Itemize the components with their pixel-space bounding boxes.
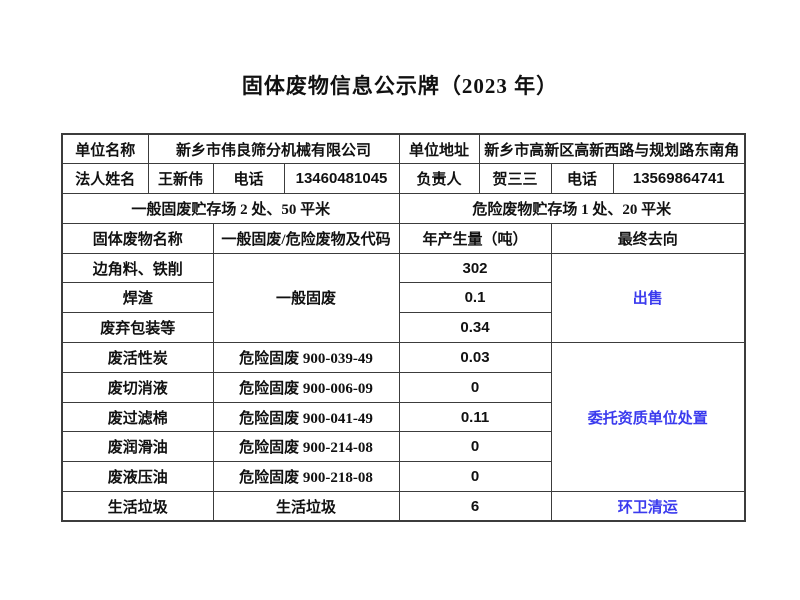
hazardous-destination-cell: 委托资质单位处置 <box>550 342 746 493</box>
unit-address-value: 新乡市高新区高新西路与规划路东南角 <box>478 133 746 165</box>
waste-code-cell: 生活垃圾 <box>212 491 400 522</box>
waste-code-cell: 危险固废 900-039-49 <box>212 342 400 373</box>
domestic-destination-cell: 环卫清运 <box>550 491 746 522</box>
waste-name-cell: 焊渣 <box>61 282 214 314</box>
header-amount: 年产生量（吨） <box>398 222 552 254</box>
general-storage-cell: 一般固废贮存场 2 处、50 平米 <box>61 193 400 224</box>
waste-code-cell: 危险固废 900-006-09 <box>212 371 400 403</box>
general-type-cell: 一般固废 <box>212 252 400 344</box>
general-destination-cell: 出售 <box>550 252 746 344</box>
waste-name-cell: 生活垃圾 <box>61 491 214 522</box>
table-row-headers: 固体废物名称 一般固废/危险废物及代码 年产生量（吨） 最终去向 <box>61 222 746 254</box>
manager-value: 贺三三 <box>478 163 552 195</box>
waste-code-cell: 危险固废 900-214-08 <box>212 431 400 463</box>
waste-amount-cell: 0.34 <box>398 312 552 344</box>
waste-amount-cell: 0 <box>398 371 552 403</box>
waste-name-cell: 废切消液 <box>61 371 214 403</box>
waste-notice-table: 单位名称 新乡市伟良筛分机械有限公司 单位地址 新乡市高新区高新西路与规划路东南… <box>61 133 747 523</box>
phone1-value: 13460481045 <box>283 163 400 195</box>
table-row-waste: 废液压油 危险固废 900-218-08 0 <box>61 461 745 493</box>
table-row-waste: 边角料、铁削 一般固废 302 出售 <box>61 252 746 344</box>
waste-amount-cell: 0.1 <box>398 282 552 314</box>
waste-amount-cell: 0.11 <box>398 401 552 433</box>
waste-name-cell: 废活性炭 <box>61 342 214 373</box>
unit-address-label: 单位地址 <box>398 133 480 165</box>
header-destination: 最终去向 <box>550 222 746 254</box>
table-row-waste: 废过滤棉 危险固废 900-041-49 0.11 <box>61 401 745 433</box>
table-row-storage: 一般固废贮存场 2 处、50 平米 危险废物贮存场 1 处、20 平米 <box>61 193 746 224</box>
waste-name-cell: 废润滑油 <box>61 431 214 463</box>
waste-amount-cell: 6 <box>398 491 552 522</box>
table-row-waste: 废活性炭 危险固废 900-039-49 0.03 委托资质单位处置 <box>61 342 746 493</box>
waste-code-cell: 危险固废 900-041-49 <box>212 401 400 433</box>
header-waste-name: 固体废物名称 <box>61 222 214 254</box>
table-row-unit: 单位名称 新乡市伟良筛分机械有限公司 单位地址 新乡市高新区高新西路与规划路东南… <box>61 133 746 165</box>
waste-name-cell: 废液压油 <box>61 461 214 493</box>
table-row-waste: 焊渣 0.1 <box>61 282 745 314</box>
legal-name-value: 王新伟 <box>147 163 214 195</box>
manager-label: 负责人 <box>398 163 480 195</box>
page-title: 固体废物信息公示牌（2023 年） <box>241 74 559 98</box>
table-row-waste: 废切消液 危险固废 900-006-09 0 <box>61 371 745 403</box>
waste-amount-cell: 302 <box>398 252 552 284</box>
phone2-value: 13569864741 <box>612 163 746 195</box>
table-row-waste: 废弃包装等 0.34 <box>61 312 745 344</box>
waste-name-cell: 废过滤棉 <box>61 401 214 433</box>
hazardous-storage-cell: 危险废物贮存场 1 处、20 平米 <box>398 193 746 224</box>
waste-amount-cell: 0.03 <box>398 342 552 373</box>
waste-name-cell: 边角料、铁削 <box>61 252 214 284</box>
waste-code-cell: 危险固废 900-218-08 <box>212 461 400 493</box>
legal-name-label: 法人姓名 <box>61 163 149 195</box>
table-row-waste: 生活垃圾 生活垃圾 6 环卫清运 <box>61 491 746 522</box>
unit-name-value: 新乡市伟良筛分机械有限公司 <box>147 133 400 165</box>
waste-amount-cell: 0 <box>398 431 552 463</box>
phone2-label: 电话 <box>550 163 614 195</box>
table-row-waste: 废润滑油 危险固废 900-214-08 0 <box>61 431 745 463</box>
unit-name-label: 单位名称 <box>61 133 149 165</box>
table-row-contacts: 法人姓名 王新伟 电话 13460481045 负责人 贺三三 电话 13569… <box>61 163 746 195</box>
waste-name-cell: 废弃包装等 <box>61 312 214 344</box>
waste-amount-cell: 0 <box>398 461 552 493</box>
phone1-label: 电话 <box>212 163 285 195</box>
header-type-code: 一般固废/危险废物及代码 <box>212 222 400 254</box>
